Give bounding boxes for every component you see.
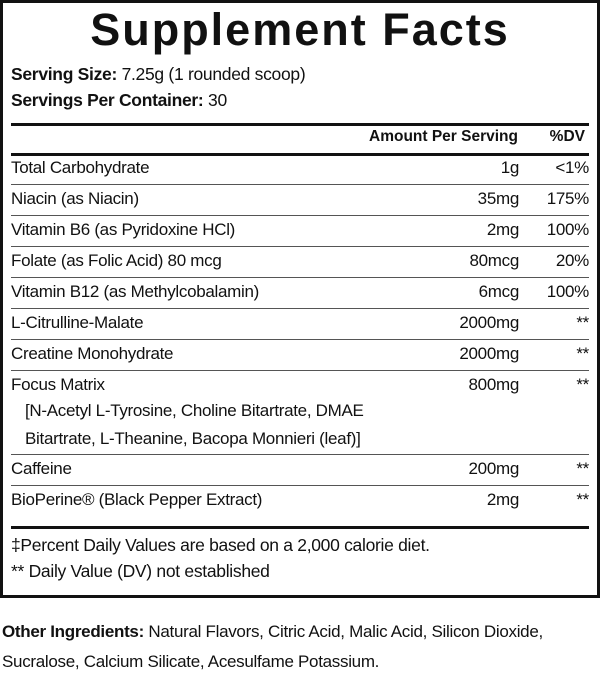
nutrient-row: Niacin (as Niacin) 35mg 175% bbox=[11, 189, 589, 220]
nutrient-name: Caffeine bbox=[11, 459, 72, 478]
nutrient-name: Folate (as Folic Acid) 80 mcg bbox=[11, 251, 222, 270]
nutrient-name: Focus Matrix bbox=[11, 375, 105, 394]
nutrient-row: Vitamin B6 (as Pyridoxine HCl) 2mg 100% bbox=[11, 220, 589, 251]
serving-size-value: 7.25g (1 rounded scoop) bbox=[121, 64, 306, 84]
serving-size: Serving Size: 7.25g (1 rounded scoop) bbox=[11, 64, 306, 85]
nutrient-dv: ** bbox=[576, 490, 589, 509]
nutrient-dv: ** bbox=[576, 375, 589, 394]
nutrient-amount: 2000mg bbox=[459, 344, 519, 363]
nutrient-dv: 20% bbox=[555, 251, 589, 270]
nutrient-row: L-Citrulline-Malate 2000mg ** bbox=[11, 313, 589, 344]
row-divider bbox=[11, 370, 589, 371]
row-divider bbox=[11, 308, 589, 309]
other-ingredients-label: Other Ingredients: bbox=[2, 622, 144, 641]
nutrient-row: Total Carbohydrate 1g <1% bbox=[11, 158, 589, 189]
nutrient-amount: 800mg bbox=[468, 375, 520, 394]
row-divider bbox=[11, 277, 589, 278]
servings-value: 30 bbox=[208, 90, 227, 110]
nutrient-amount: 2000mg bbox=[459, 313, 519, 332]
nutrient-row: Caffeine 200mg ** bbox=[11, 459, 589, 490]
nutrient-dv: <1% bbox=[555, 158, 589, 177]
divider bbox=[11, 153, 589, 156]
footnote-dv: ‡Percent Daily Values are based on a 2,0… bbox=[11, 535, 430, 555]
nutrient-amount: 1g bbox=[500, 158, 520, 177]
other-ingredients-value: Natural Flavors, Citric Acid, Malic Acid… bbox=[2, 622, 543, 671]
nutrient-name: Creatine Monohydrate bbox=[11, 344, 174, 363]
nutrient-row: BioPerine® (Black Pepper Extract) 2mg ** bbox=[11, 490, 589, 526]
nutrient-name: L-Citrulline-Malate bbox=[11, 313, 144, 332]
supplement-facts-panel bbox=[0, 0, 600, 598]
nutrient-row: Focus Matrix 800mg ** [N-Acetyl L-Tyrosine,… bbox=[11, 375, 589, 459]
nutrient-amount: 35mg bbox=[477, 189, 520, 208]
nutrient-subtext: Bitartrate, L-Theanine, Bacopa Monnieri … bbox=[25, 429, 361, 448]
row-divider bbox=[11, 485, 589, 486]
row-divider bbox=[11, 215, 589, 216]
nutrient-amount: 2mg bbox=[486, 490, 519, 509]
footnote-not-established: ** Daily Value (DV) not established bbox=[11, 561, 270, 581]
header-dv: %DV bbox=[549, 128, 585, 145]
row-divider bbox=[11, 454, 589, 455]
nutrient-dv: ** bbox=[576, 313, 589, 332]
nutrient-subtext: [N-Acetyl L-Tyrosine, Choline Bitartrate… bbox=[25, 401, 364, 420]
divider bbox=[11, 526, 589, 529]
divider bbox=[11, 123, 589, 126]
row-divider bbox=[11, 184, 589, 185]
nutrient-row: Folate (as Folic Acid) 80 mcg 80mcg 20% bbox=[11, 251, 589, 282]
row-divider bbox=[11, 246, 589, 247]
nutrient-dv: ** bbox=[576, 459, 589, 478]
nutrient-amount: 2mg bbox=[486, 220, 519, 239]
servings-label: Servings Per Container: bbox=[11, 90, 204, 110]
nutrient-amount: 80mcg bbox=[469, 251, 519, 270]
nutrient-dv: ** bbox=[576, 344, 589, 363]
serving-size-label: Serving Size: bbox=[11, 64, 117, 84]
nutrient-dv: 175% bbox=[546, 189, 590, 208]
panel-title: Supplement Facts bbox=[90, 4, 510, 55]
header-amount: Amount Per Serving bbox=[369, 128, 518, 145]
nutrient-name: Vitamin B12 (as Methylcobalamin) bbox=[11, 282, 260, 301]
nutrient-name: Vitamin B6 (as Pyridoxine HCl) bbox=[11, 220, 236, 239]
nutrient-amount: 200mg bbox=[468, 459, 520, 478]
nutrient-dv: 100% bbox=[546, 282, 590, 301]
nutrient-amount: 6mcg bbox=[478, 282, 520, 301]
nutrient-dv: 100% bbox=[546, 220, 590, 239]
servings-per-container: Servings Per Container: 30 bbox=[11, 90, 227, 111]
row-divider bbox=[11, 339, 589, 340]
nutrient-name: Total Carbohydrate bbox=[11, 158, 150, 177]
nutrient-row: Creatine Monohydrate 2000mg ** bbox=[11, 344, 589, 375]
nutrient-name: BioPerine® (Black Pepper Extract) bbox=[11, 490, 263, 509]
nutrient-row: Vitamin B12 (as Methylcobalamin) 6mcg 100% bbox=[11, 282, 589, 313]
nutrient-name: Niacin (as Niacin) bbox=[11, 189, 139, 208]
other-ingredients: Other Ingredients: Natural Flavors, Citr… bbox=[2, 617, 598, 677]
